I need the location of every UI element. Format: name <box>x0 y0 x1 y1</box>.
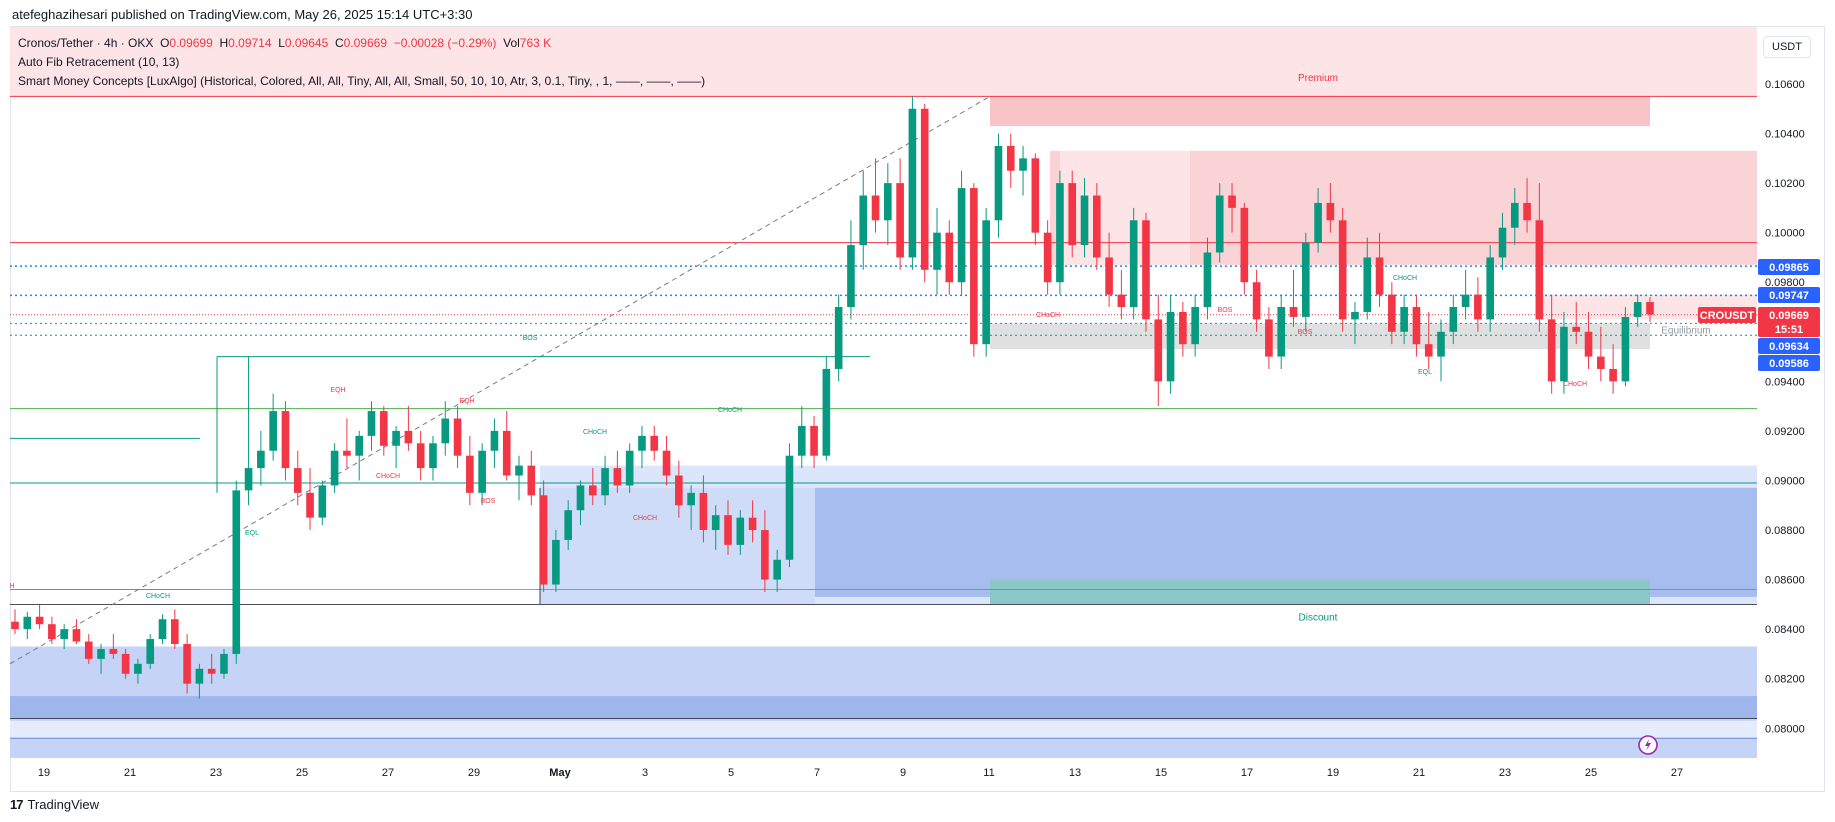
footer-brand[interactable]: 17 TradingView <box>10 797 99 812</box>
chart-frame[interactable] <box>10 26 1825 792</box>
tradingview-logo-icon: 17 <box>10 797 24 812</box>
high-label: H <box>219 36 229 50</box>
close-label: C <box>334 36 344 50</box>
close-value: 0.09669 <box>343 36 388 50</box>
brand-name: TradingView <box>27 797 100 812</box>
currency-button[interactable]: USDT <box>1763 36 1811 58</box>
volume-label: Vol <box>503 36 520 50</box>
publish-header: atefeghazihesari published on TradingVie… <box>0 0 1835 28</box>
volume-value: 763 K <box>519 36 552 50</box>
open-value: 0.09699 <box>169 36 213 50</box>
high-value: 0.09714 <box>228 36 272 50</box>
symbol-title[interactable]: Cronos/Tether · 4h · OKX <box>18 36 154 50</box>
indicator-fib[interactable]: Auto Fib Retracement (10, 13) <box>18 55 180 69</box>
indicator-smc[interactable]: Smart Money Concepts [LuxAlgo] (Historic… <box>18 74 706 88</box>
chart-legend: Cronos/Tether · 4h · OKX O0.09699 H0.097… <box>18 34 705 91</box>
low-value: 0.09645 <box>284 36 329 50</box>
change-value: −0.00028 (−0.29%) <box>393 36 497 50</box>
publisher-line: atefeghazihesari published on TradingVie… <box>12 7 473 22</box>
low-label: L <box>278 36 285 50</box>
open-label: O <box>160 36 170 50</box>
symbol-row: Cronos/Tether · 4h · OKX O0.09699 H0.097… <box>18 34 705 53</box>
